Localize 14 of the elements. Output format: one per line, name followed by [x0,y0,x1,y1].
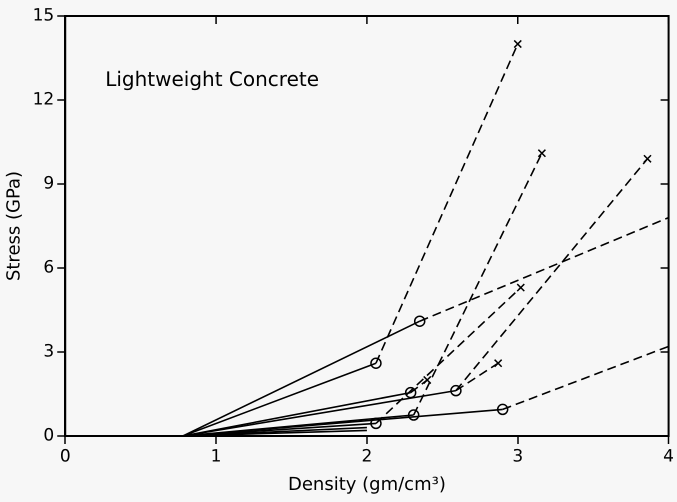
x-axis-title: Density (gm/cm³) [288,474,446,495]
y-tick-label: 0 [43,425,54,446]
x-tick-label: 1 [210,446,222,467]
x-tick-label: 2 [362,446,372,467]
text: Lightweight Concrete [105,67,320,92]
y-tick-label: 12 [32,89,54,110]
y-axis-title: Stress (GPa) [3,170,24,282]
x-tick-label: 0 [60,446,71,467]
y-tick-label: 6 [43,257,54,278]
x-tick-label: 4 [663,446,674,467]
y-tick-label: 3 [43,341,54,362]
x-tick-label: 3 [512,446,524,467]
y-tick-label: 15 [32,5,54,26]
y-tick-label: 9 [43,173,54,194]
